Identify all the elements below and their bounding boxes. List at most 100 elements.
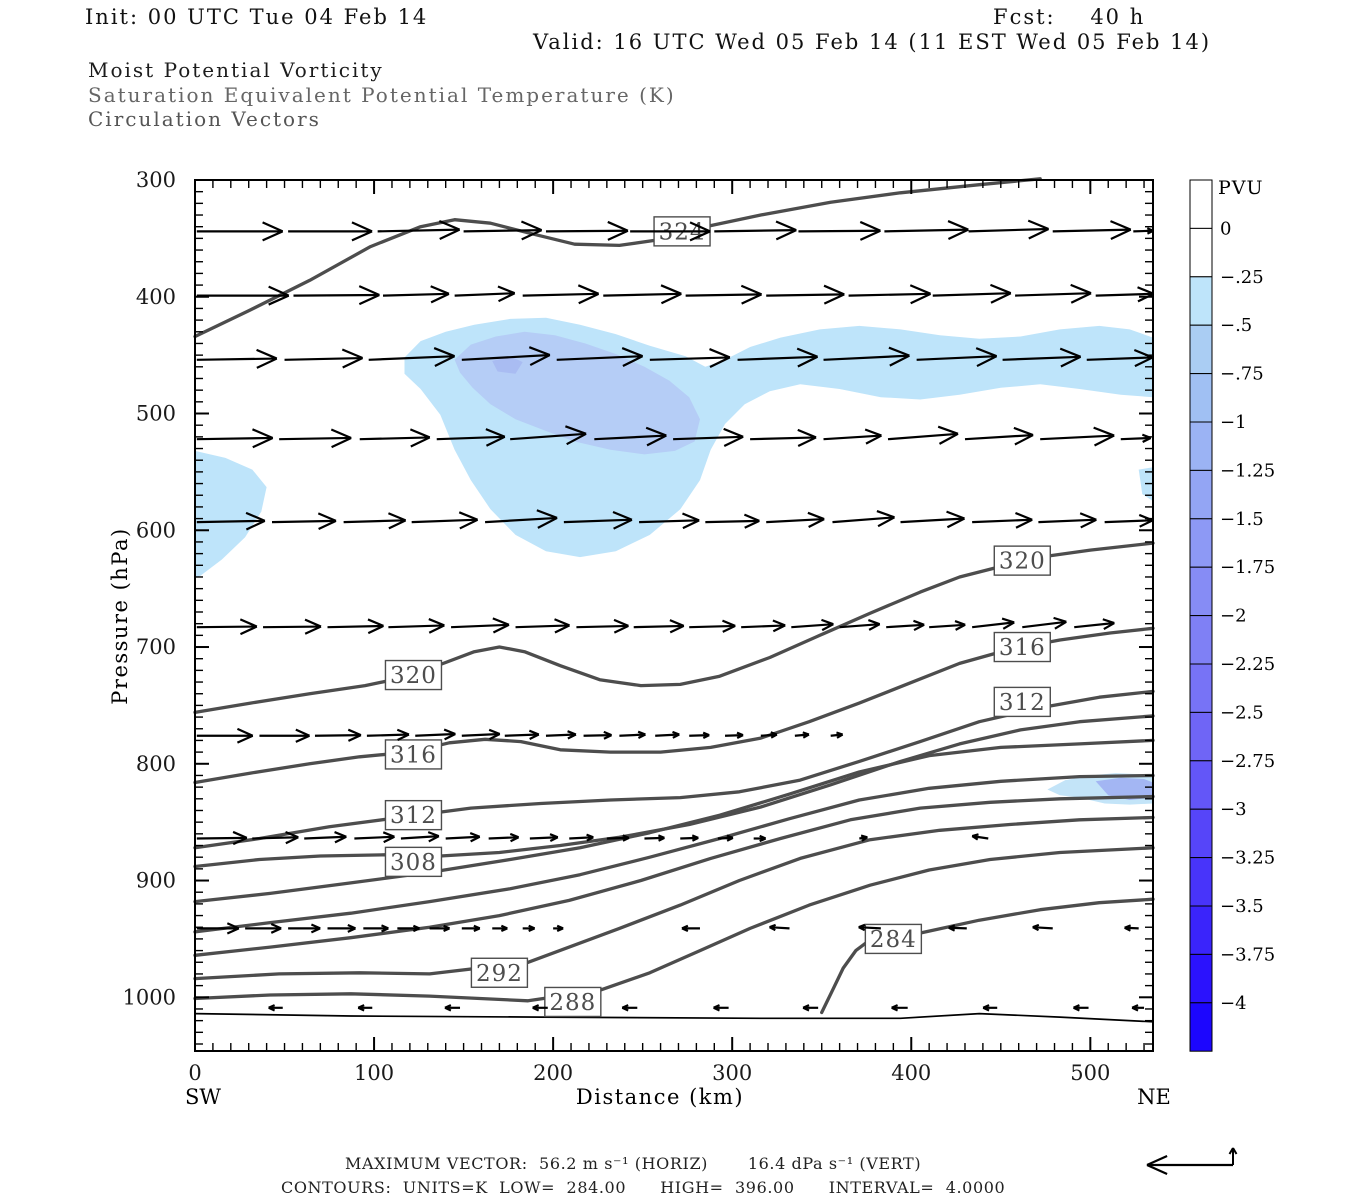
wind-vector-head (1032, 923, 1040, 929)
wind-vector (415, 732, 456, 737)
wind-vector-head (295, 734, 310, 743)
contour-label-320: 320 (999, 549, 1046, 575)
wind-vector-head (1073, 1004, 1080, 1009)
wind-vector-head (347, 728, 362, 737)
wind-vector (858, 926, 881, 930)
colorbar-segment (1189, 518, 1213, 568)
wind-vector-head (529, 733, 540, 741)
wind-vector-head (334, 835, 347, 844)
wind-vector-head (740, 284, 762, 296)
wind-vector-head (367, 624, 384, 635)
wind-vector-head (469, 832, 481, 838)
wind-vector-head (1054, 620, 1067, 630)
wind-vector (705, 519, 760, 524)
chart-title-line-2: Saturation Equivalent Potential Temperat… (88, 83, 676, 107)
colorbar-tick-label: −3.25 (1220, 848, 1275, 869)
contour-label-box-320 (384, 659, 443, 691)
wind-vector-head (1015, 518, 1033, 529)
wind-vector-head (317, 512, 337, 522)
plot-frame (194, 179, 1154, 1052)
wind-vector-head (821, 618, 834, 626)
wind-vector-head (1070, 283, 1092, 295)
wind-vector (463, 229, 542, 233)
wind-vector-head (975, 347, 998, 358)
wind-vector-head (723, 427, 744, 438)
wind-vector-head (236, 727, 254, 737)
wind-vector-head (1002, 621, 1015, 630)
wind-vector-head (891, 1004, 899, 1009)
wind-vector-head (612, 511, 633, 521)
wind-vector-head (622, 836, 630, 842)
wind-vector-head (954, 620, 966, 626)
wind-vector-head (1080, 518, 1097, 529)
y-tick-label: 1000 (123, 985, 176, 1009)
wind-vector (1022, 620, 1067, 629)
wind-vector-head (913, 623, 925, 632)
wind-vector-head (554, 624, 570, 634)
wind-vector-head (489, 733, 501, 741)
wind-vector-head (865, 434, 882, 445)
wind-vector (196, 519, 265, 524)
wind-vector (510, 432, 587, 441)
wind-vector-head (245, 511, 266, 522)
wind-vector-head (888, 346, 910, 357)
wind-vector-head (1060, 355, 1082, 368)
wind-vector-head (256, 357, 278, 369)
wind-vector (576, 624, 629, 629)
wind-vector (488, 836, 519, 840)
wind-vector-head (239, 618, 258, 628)
wind-vector-head (262, 230, 284, 242)
wind-vector-head (367, 618, 384, 627)
y-tick-label: 600 (136, 518, 176, 542)
colorbar-tick-label: 0 (1220, 218, 1231, 239)
y-tick-label: 700 (136, 635, 176, 659)
colorbar-tick-label: −1.25 (1220, 460, 1275, 481)
wind-vector (603, 292, 682, 297)
colorbar-segment (1189, 1002, 1213, 1052)
wind-vector-head (726, 836, 734, 842)
wind-vector (832, 516, 895, 524)
colorbar-tick-label: −1.75 (1220, 557, 1275, 578)
wind-vector-head (775, 229, 797, 241)
surface-line (194, 1012, 1154, 1023)
wind-vector-head (439, 228, 461, 241)
wind-vector-head (1079, 512, 1097, 521)
wind-vector-head (285, 836, 299, 845)
valid-time-label: Valid: 16 UTC Wed 05 Feb 14 (11 EST Wed … (533, 30, 1212, 54)
wind-vector (655, 733, 680, 737)
wind-vector-head (861, 836, 868, 842)
wind-vector-head (488, 728, 501, 736)
wind-vector-head (430, 292, 450, 304)
wind-vector-head (1139, 519, 1154, 528)
wind-vector-head (443, 728, 456, 736)
wind-vector (196, 836, 247, 840)
wind-vector-head (428, 624, 445, 634)
wind-vector-head (252, 428, 274, 439)
wind-vector (594, 434, 667, 441)
wind-vector (673, 435, 744, 441)
wind-vector-head (775, 220, 797, 232)
wind-vector (343, 519, 406, 524)
wind-vector-head (1124, 924, 1132, 929)
wind-vector (714, 229, 797, 233)
wind-vector (293, 293, 380, 297)
wind-vector-head (947, 228, 969, 240)
wind-vector-head (621, 347, 644, 358)
wind-vector-head (621, 1004, 629, 1009)
wind-vector (563, 518, 632, 524)
wind-vector (848, 292, 931, 297)
colorbar-segment (1189, 469, 1213, 520)
wind-vector-head (723, 435, 744, 448)
wind-vector (619, 733, 646, 737)
contour-label-box-316 (384, 739, 443, 770)
colorbar-segment (1189, 711, 1213, 762)
max-vector-caption: MAXIMUM VECTOR: 56.2 m s⁻¹ (HORIZ) 16.4 … (345, 1154, 922, 1173)
wind-vector (639, 519, 700, 524)
wind-vector-head (528, 729, 540, 736)
contour-line-296 (193, 794, 1155, 957)
wind-vector (791, 623, 834, 629)
wind-vector (900, 517, 965, 524)
contour-label-316: 316 (999, 635, 1046, 661)
wind-vector-head (268, 294, 290, 306)
wind-vector-head (500, 927, 508, 933)
